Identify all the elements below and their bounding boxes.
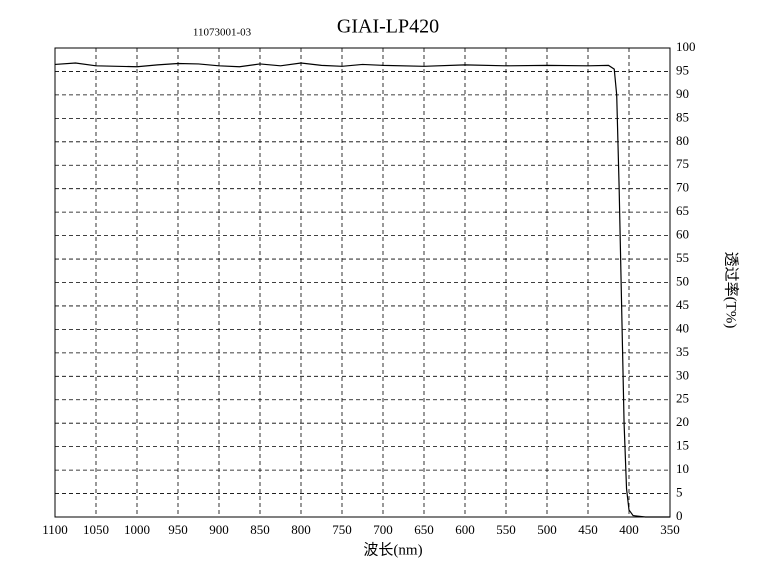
x-tick-label: 350 — [660, 522, 680, 537]
x-tick-label: 1000 — [124, 522, 150, 537]
y-tick-label: 90 — [676, 86, 689, 101]
x-tick-label: 1100 — [42, 522, 68, 537]
y-tick-label: 65 — [676, 203, 689, 218]
y-tick-label: 35 — [676, 344, 689, 359]
y-tick-label: 60 — [676, 227, 689, 242]
x-axis-label: 波长(nm) — [363, 541, 422, 558]
transmission-line — [54, 62, 670, 518]
x-tick-label: 800 — [291, 522, 311, 537]
x-tick-label: 1050 — [83, 522, 109, 537]
x-tick-label: 900 — [209, 522, 229, 537]
x-tick-label: 650 — [414, 522, 434, 537]
y-tick-label: 30 — [676, 367, 689, 382]
x-tick-label: 950 — [168, 522, 188, 537]
y-tick-label: 20 — [676, 414, 689, 429]
x-tick-label: 500 — [537, 522, 557, 537]
y-tick-label: 75 — [676, 156, 689, 171]
y-tick-label: 95 — [676, 62, 689, 77]
x-tick-label: 700 — [373, 522, 393, 537]
y-tick-label: 45 — [676, 297, 689, 312]
y-tick-label: 100 — [676, 39, 696, 54]
chart-title: GIAI-LP420 — [337, 16, 439, 38]
y-tick-label: 15 — [676, 438, 689, 453]
y-tick-label: 0 — [676, 508, 683, 523]
y-tick-label: 10 — [676, 461, 689, 476]
x-tick-label: 750 — [332, 522, 352, 537]
y-axis-label: 透过率(T%) — [723, 252, 740, 329]
x-tick-label: 850 — [250, 522, 270, 537]
x-tick-label: 600 — [455, 522, 475, 537]
chart-subtitle: 11073001-03 — [193, 27, 252, 39]
y-tick-label: 25 — [676, 391, 689, 406]
y-tick-label: 5 — [676, 485, 683, 500]
y-tick-label: 40 — [676, 320, 689, 335]
y-tick-label: 50 — [676, 273, 689, 288]
x-tick-label: 550 — [496, 522, 516, 537]
x-tick-label: 400 — [619, 522, 639, 537]
y-tick-label: 70 — [676, 180, 689, 195]
y-tick-label: 80 — [676, 133, 689, 148]
x-tick-label: 450 — [578, 522, 598, 537]
y-tick-label: 85 — [676, 109, 689, 124]
y-tick-label: 55 — [676, 250, 689, 265]
